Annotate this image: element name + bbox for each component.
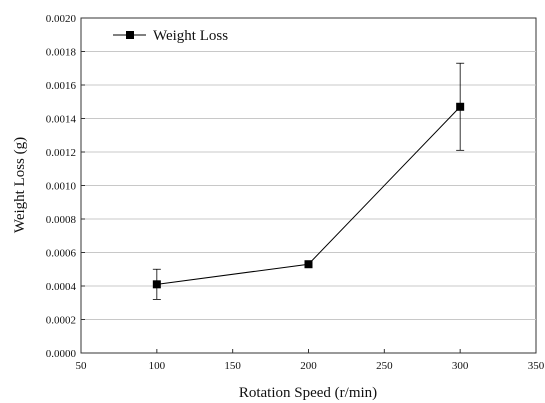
legend-label: Weight Loss: [153, 28, 228, 44]
x-tick-label: 200: [300, 360, 317, 372]
series-line: [156, 106, 461, 285]
y-tick-label: 0.0020: [46, 13, 77, 25]
y-tick-label: 0.0014: [46, 114, 77, 126]
x-tick-label: 350: [528, 360, 545, 372]
y-tick-label: 0.0010: [46, 181, 77, 193]
grid: [81, 51, 536, 320]
data-point: [456, 102, 465, 111]
x-axis-title: Rotation Speed (r/min): [239, 385, 377, 401]
x-tick-label: 300: [452, 360, 469, 372]
series: [152, 62, 465, 300]
x-tick-label: 100: [149, 360, 166, 372]
x-tick-label: 250: [376, 360, 393, 372]
legend-marker: [126, 31, 134, 39]
y-tick-label: 0.0006: [46, 248, 77, 260]
data-point: [152, 280, 161, 289]
y-tick-label: 0.0018: [46, 47, 77, 59]
legend: Weight Loss: [113, 28, 228, 44]
y-ticks: 0.0000 0.0002 0.0004 0.0006 0.0008 0.0010 0.00…: [46, 13, 85, 360]
x-ticks: 50 100 150 200 250 300 350: [76, 349, 545, 372]
y-axis-title: Weight Loss (g): [12, 137, 28, 233]
data-point: [304, 260, 313, 269]
x-tick-label: 50: [76, 360, 88, 372]
y-tick-label: 0.0012: [46, 147, 76, 159]
y-tick-label: 0.0002: [46, 315, 76, 327]
y-tick-label: 0.0016: [46, 80, 77, 92]
y-tick-label: 0.0008: [46, 214, 77, 226]
x-tick-label: 150: [224, 360, 241, 372]
y-tick-label: 0.0004: [46, 281, 77, 293]
y-tick-label: 0.0000: [46, 348, 77, 360]
